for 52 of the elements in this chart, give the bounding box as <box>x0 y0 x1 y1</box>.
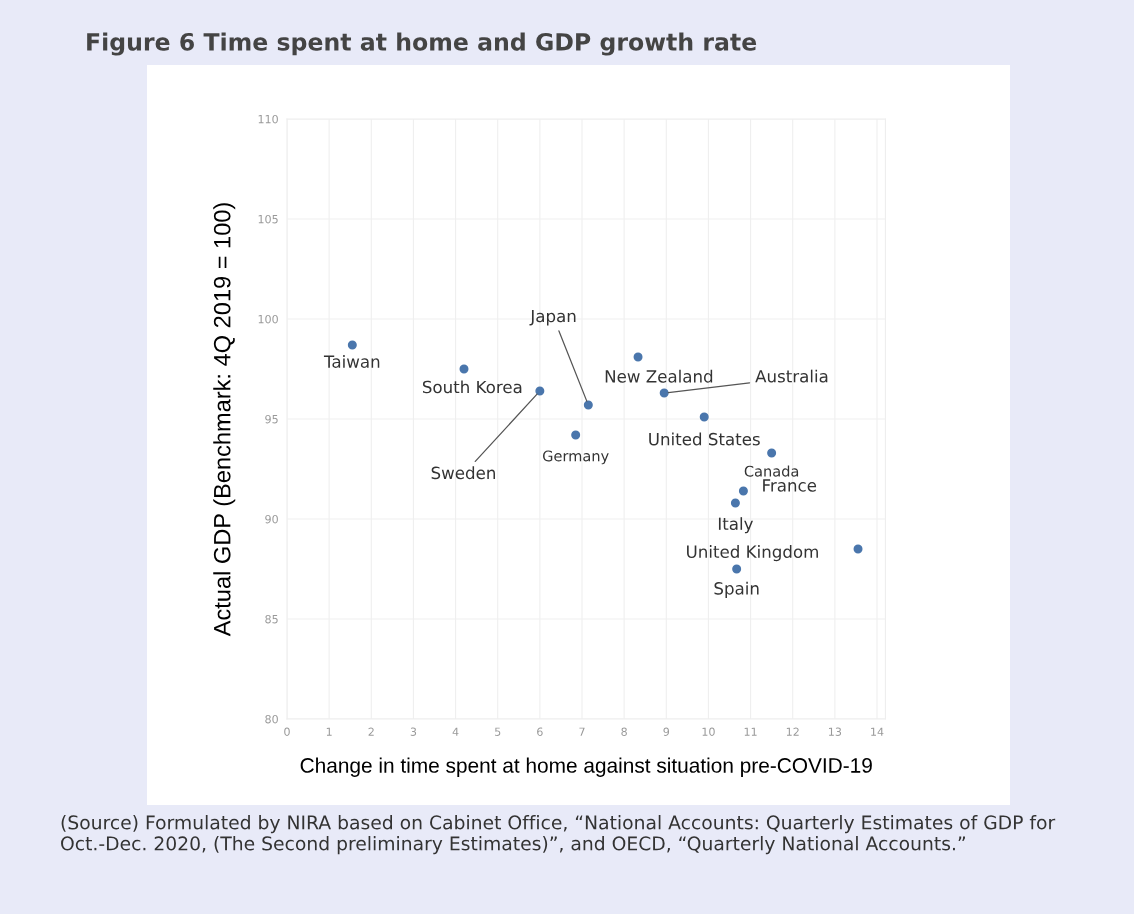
annotation: United Kingdom <box>687 545 818 562</box>
x-tick-label: 5 <box>495 727 501 736</box>
y-tick-label: 110 <box>258 114 278 124</box>
point <box>459 364 469 374</box>
x-tick-label: 11 <box>744 727 757 736</box>
point <box>699 412 709 422</box>
point <box>633 352 643 362</box>
annotation: United States <box>649 432 760 446</box>
x-tick-label: 6 <box>537 727 543 736</box>
point <box>535 386 545 396</box>
annotation: Australia <box>755 369 828 383</box>
y-tick-label: 85 <box>265 614 278 624</box>
annotation: Japan <box>529 309 576 326</box>
annotation: New Zealand <box>605 369 713 383</box>
point <box>732 564 742 574</box>
annotation: Canada <box>744 465 799 477</box>
annotation: Spain <box>714 581 759 598</box>
point <box>853 544 863 554</box>
y-axis-title: Actual GDP (Benchmark: 4Q 2019 = 100) <box>213 203 236 637</box>
annotation: Italy <box>718 517 753 534</box>
point <box>347 340 357 350</box>
y-tick-label: 100 <box>258 314 278 324</box>
x-tick-label: 8 <box>621 727 627 736</box>
chart-title: Figure 6 Time spent at home and GDP growth rate <box>87 32 757 56</box>
x-tick-label: 4 <box>452 727 459 736</box>
point <box>730 498 740 508</box>
y-tick-label: 95 <box>265 414 278 424</box>
annotation: South Korea <box>422 380 522 394</box>
point <box>767 448 777 458</box>
annotation: France <box>763 479 817 492</box>
x-tick-label: 3 <box>410 727 417 736</box>
y-tick-label: 90 <box>265 514 278 524</box>
point <box>659 388 669 398</box>
text: (Source) Formulated by NIRA based on Cabinet Office, “National Accounts: Quarterly Estimates of GDP for Oct.-Dec. 2020, (The Second preliminary Estimates)”, and OECD, “Quarterly National Accounts.” <box>61 815 1056 855</box>
x-axis-title: Change in time spent at home against situation pre-COVID-19 <box>300 757 872 777</box>
annotation: Taiwan <box>323 354 380 368</box>
point <box>738 486 748 496</box>
x-tick-label: 14 <box>871 727 884 736</box>
annotation: Germany <box>542 450 609 465</box>
y-tick-label: 105 <box>258 214 278 224</box>
x-tick-label: 0 <box>284 727 290 736</box>
x-tick-label: 10 <box>702 727 715 736</box>
x-tick-label: 12 <box>786 727 799 736</box>
x-tick-label: 7 <box>579 727 585 736</box>
x-tick-label: 9 <box>663 727 670 736</box>
annotation: Sweden <box>431 466 495 480</box>
y-tick-label: 80 <box>265 714 278 724</box>
x-tick-label: 1 <box>326 727 332 736</box>
point <box>571 430 581 440</box>
x-tick-label: 2 <box>368 727 374 736</box>
point <box>583 400 593 410</box>
x-tick-label: 13 <box>829 727 842 736</box>
